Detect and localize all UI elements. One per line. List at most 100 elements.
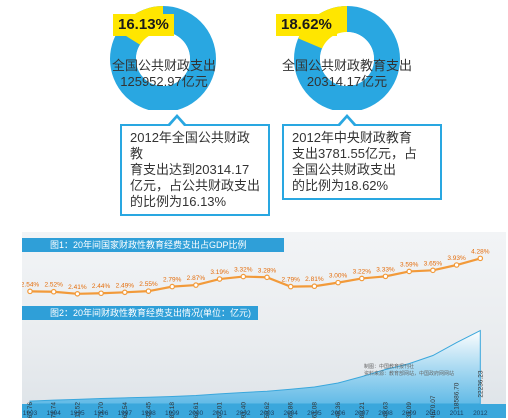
chart2-value-label-1997: 1862.54 <box>122 402 129 418</box>
chart1-point-1995 <box>74 291 81 297</box>
chart2-value-label-2008: 10449.63 <box>383 402 390 418</box>
info-box-central-line3: 全国公共财政支出 <box>292 162 397 177</box>
x-axis-band <box>22 404 506 418</box>
chart1-value-label-1999: 2.79% <box>163 277 182 284</box>
donut-national-label-line2: 125952.97亿元 <box>120 74 208 89</box>
chart-footnote: 制图：中国教育报刊社 资料来源：教育部网站，中国政府网网站 <box>364 364 454 378</box>
chart1-point-1997 <box>122 289 128 296</box>
donut-education-label-line2: 20314.17亿元 <box>306 74 388 89</box>
chart2-value-label-2003: 3850.62 <box>264 402 271 418</box>
chart1-point-2000 <box>193 282 199 288</box>
x-tick-label-2012: 2012 <box>473 410 488 417</box>
donut-education-label: 全国公共财政教育支出 20314.17亿元 <box>272 58 422 90</box>
chart2-value-label-2007: 8280.21 <box>359 402 366 418</box>
chart1-point-2008 <box>382 273 389 280</box>
chart1-value-label-2011: 3.93% <box>447 255 466 262</box>
x-tick-label-1997: 1997 <box>118 410 133 417</box>
x-tick-label-2010: 2010 <box>426 410 441 417</box>
x-tick-label-1993: 1993 <box>23 410 38 417</box>
chart1-point-2009 <box>406 268 413 275</box>
chart1-value-label-2000: 2.87% <box>187 275 206 282</box>
x-tick-label-2008: 2008 <box>378 410 393 417</box>
donut-national-hole <box>136 32 190 86</box>
chart1-value-label-2006: 3.00% <box>329 273 348 280</box>
donut-chart-education: 18.62% 全国公共财政教育支出 20314.17亿元 <box>240 0 508 112</box>
chart2-value-label-1993: 867.76 <box>27 402 34 418</box>
x-tick-label-1996: 1996 <box>94 410 109 417</box>
info-box-central-line4: 的比例为18.62% <box>292 178 389 193</box>
education-spending-chart-panel: 图1：20年间国家财政性教育经费支出占GDP比例 图2：20年间财政性教育经费支… <box>22 232 506 418</box>
chart1-value-label-1994: 2.52% <box>44 282 63 289</box>
chart1-point-1993 <box>27 288 33 295</box>
x-tick-label-2001: 2001 <box>212 410 227 417</box>
chart2-area-fill <box>29 329 481 405</box>
donut-education-label-line1: 全国公共财政教育支出 <box>281 58 412 73</box>
x-tick-label-1999: 1999 <box>165 410 180 417</box>
info-box-national-line2: 育支出达到20314.17 <box>130 162 250 177</box>
x-tick-label-1998: 1998 <box>141 410 156 417</box>
chart1-value-label-1993: 2.54% <box>22 281 39 288</box>
donut-national-percent: 16.13% <box>113 14 174 36</box>
chart1-value-label-2005: 2.81% <box>305 276 324 283</box>
chart-footnote-line2: 资料来源：教育部网站，中国政府网网站 <box>364 371 455 377</box>
donut-education-hole <box>320 32 374 86</box>
chart1-value-label-2004: 2.79% <box>281 277 300 284</box>
x-tick-label-2007: 2007 <box>355 410 370 417</box>
chart1-point-2007 <box>358 275 365 282</box>
info-box-national-line1: 2012年全国公共财政教 <box>130 130 250 161</box>
info-box-national-line3: 亿元，占公共财政支出 <box>130 178 261 193</box>
chart2-value-label-1999: 2287.18 <box>169 402 176 418</box>
chart1-point-2003 <box>264 274 270 281</box>
x-tick-label-1995: 1995 <box>70 410 85 417</box>
chart2-value-label-2002: 3491.40 <box>240 402 247 418</box>
chart-label-layer: 2.54% 2.52% 2.41% 2.44% 2.49% 2.55% 2.79% 2.87%… <box>22 248 490 418</box>
info-box-national-line4: 的比例为16.13% <box>130 194 227 209</box>
x-tick-label-2002: 2002 <box>236 410 251 417</box>
x-tick-label-2009: 2009 <box>402 410 417 417</box>
chart1-point-2002 <box>240 273 247 280</box>
chart1-value-label-1995: 2.41% <box>68 284 87 291</box>
x-tick-label-2000: 2000 <box>189 410 204 417</box>
chart1-point-1999 <box>169 283 176 290</box>
info-box-national-pointer-inner <box>170 118 184 126</box>
chart2-value-label-2011: 18586.70 <box>454 382 461 409</box>
chart1-value-label-2009: 3.59% <box>400 261 419 268</box>
info-box-central-pointer-inner <box>340 118 354 126</box>
chart1-line-layer <box>27 255 484 297</box>
chart2-title-strip: 图2：20年间财政性教育经费支出情况(单位：亿元) <box>22 306 258 320</box>
x-tick-label-2003: 2003 <box>260 410 275 417</box>
chart2-value-label-1994: 1174.74 <box>51 402 58 418</box>
chart1-value-label-2003: 3.28% <box>258 267 277 274</box>
chart1-value-label-1996: 2.44% <box>92 283 111 290</box>
chart2-value-label-2012: 22236.23 <box>477 370 484 397</box>
chart1-point-2004 <box>287 283 294 290</box>
chart1-value-label-2010: 3.65% <box>424 260 443 267</box>
chart2-value-label-2006: 6348.36 <box>335 402 342 418</box>
chart1-point-2011 <box>453 262 460 268</box>
x-tick-label-2006: 2006 <box>331 410 346 417</box>
chart1-value-label-2012: 4.28% <box>471 248 490 255</box>
chart1-point-1996 <box>98 290 104 297</box>
chart1-point-2006 <box>335 279 341 286</box>
donut-national-label-line1: 全国公共财政支出 <box>111 58 216 73</box>
education-spending-chart-svg: 2.54% 2.52% 2.41% 2.44% 2.49% 2.55% 2.79% 2.87%… <box>22 248 506 418</box>
chart1-value-label-2002: 3.32% <box>234 267 253 274</box>
info-box-central-line2: 支出3781.55亿元，占 <box>292 146 417 161</box>
x-tick-label-2004: 2004 <box>283 410 298 417</box>
chart1-value-label-1998: 2.55% <box>139 281 158 288</box>
chart2-value-label-2010: 14670.07 <box>430 395 437 418</box>
chart1-title-strip: 图1：20年间国家财政性教育经费支出占GDP比例 <box>22 238 284 252</box>
chart1-value-label-2001: 3.19% <box>210 269 229 276</box>
chart2-value-label-2001: 3057.01 <box>217 402 224 418</box>
chart1-point-2012 <box>477 255 484 262</box>
chart2-value-label-1995: 1411.52 <box>74 402 81 418</box>
chart2-value-label-2005: 5161.08 <box>311 402 318 418</box>
chart1-point-2010 <box>430 267 436 274</box>
chart1-series-line <box>29 257 481 295</box>
chart1-point-1998 <box>145 288 152 294</box>
donut-education-percent: 18.62% <box>276 14 337 36</box>
chart1-value-label-1997: 2.49% <box>116 282 135 289</box>
x-tick-label-1994: 1994 <box>46 410 61 417</box>
chart2-value-label-2009: 12231.09 <box>406 402 413 418</box>
chart1-point-2005 <box>311 283 318 290</box>
